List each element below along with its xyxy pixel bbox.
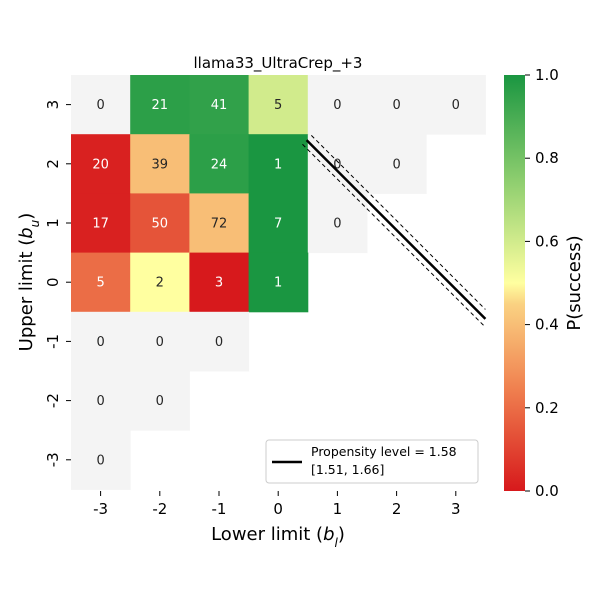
cell-count-label: 0	[392, 98, 400, 113]
colorbar-tick-label: 0.0	[535, 482, 559, 500]
x-axis-ticks: -3 -2 -1 0 1 2 3	[93, 491, 461, 518]
heatmap-cell	[130, 252, 190, 313]
x-tick-label: 0	[273, 500, 283, 518]
cell-count-label: 0	[452, 98, 460, 113]
y-tick-label: 1	[44, 218, 62, 228]
heatmap-cell	[71, 371, 131, 431]
propensity-lines	[302, 135, 487, 328]
propensity-ci-lower-line	[302, 143, 486, 328]
legend: Propensity level = 1.58 [1.51, 1.66]	[265, 439, 479, 484]
colorbar-tick-label: 0.6	[535, 232, 559, 250]
x-tick-label: -2	[152, 500, 167, 518]
cell-count-label: 3	[215, 276, 223, 291]
cell-count-label: 0	[96, 394, 104, 409]
cell-count-label: 50	[152, 217, 169, 232]
heatmap-cell	[71, 430, 131, 490]
heatmap-cell	[130, 193, 190, 254]
y-axis-ticks: 3 2 1 0 -1 -2 -3	[44, 100, 71, 467]
cell-count-label: 5	[274, 98, 282, 113]
heatmap-cell	[71, 75, 131, 135]
heatmap-cell	[307, 134, 368, 194]
heatmap-cells: 0 21 41 5 0 0 020 39 24 1 0 017 50 72 7 05 2 3 10 0 00 00	[71, 75, 486, 490]
heatmap-cell	[130, 134, 190, 194]
y-tick-label: 3	[44, 100, 62, 110]
cell-count-label: 0	[392, 157, 400, 172]
heatmap-cell	[71, 311, 131, 372]
x-tick-label: 2	[392, 500, 402, 518]
y-tick-label: -1	[44, 334, 62, 349]
cell-count-label: 0	[333, 98, 341, 113]
x-axis-label: Lower limit (bl)	[211, 524, 345, 550]
y-tick-label: 0	[44, 277, 62, 287]
cell-count-label: 0	[333, 157, 341, 172]
cell-count-label: 20	[92, 157, 109, 172]
propensity-line	[305, 139, 487, 320]
legend-label: Propensity level = 1.58	[311, 444, 457, 459]
cell-count-label: 39	[152, 157, 169, 172]
heatmap-cell	[367, 134, 427, 194]
heatmap-cell	[248, 134, 309, 194]
heatmap-cell	[130, 75, 190, 135]
colorbar-tick-label: 0.4	[535, 316, 559, 334]
x-tick-label: 3	[451, 500, 461, 518]
heatmap-cell	[307, 75, 368, 135]
cell-count-label: 0	[96, 453, 104, 468]
cell-count-label: 0	[96, 335, 104, 350]
heatmap-cell	[367, 75, 427, 135]
x-tick-label: -3	[93, 500, 108, 518]
cell-count-label: 72	[211, 217, 228, 232]
heatmap-cell	[189, 193, 250, 254]
heatmap-cell	[189, 252, 250, 313]
colorbar-tick-label: 0.8	[535, 149, 559, 167]
heatmap-cell	[71, 252, 131, 313]
heatmap-cell	[71, 134, 131, 194]
cell-count-label: 17	[92, 217, 109, 232]
y-tick-label: 2	[44, 159, 62, 169]
colorbar	[504, 75, 525, 491]
heatmap-cell	[189, 311, 250, 372]
cell-count-label: 0	[156, 335, 164, 350]
legend-ci-label: [1.51, 1.66]	[311, 462, 384, 477]
y-axis-label: Upper limit (bu)	[16, 213, 42, 352]
colorbar-tick-label: 1.0	[535, 66, 559, 84]
cell-count-label: 24	[211, 157, 228, 172]
cell-count-label: 0	[215, 335, 223, 350]
heatmap-cell	[189, 134, 250, 194]
heatmap-cell	[426, 75, 486, 135]
cell-count-label: 5	[96, 276, 104, 291]
cell-count-label: 2	[156, 276, 164, 291]
heatmap-cell	[71, 193, 131, 254]
colorbar-tick-label: 0.2	[535, 399, 559, 417]
cell-count-label: 0	[156, 394, 164, 409]
heatmap-cell	[248, 193, 309, 254]
heatmap-cell	[307, 193, 368, 254]
cell-count-label: 7	[274, 217, 282, 232]
y-tick-label: -3	[44, 452, 62, 467]
propensity-ci-upper-line	[310, 135, 486, 310]
colorbar-label: P(success)	[564, 235, 585, 330]
heatmap-cell	[189, 75, 250, 135]
heatmap-cell	[248, 252, 309, 313]
cell-count-label: 1	[274, 157, 282, 172]
heatmap-cell	[248, 75, 309, 135]
cell-count-label: 0	[96, 98, 104, 113]
chart-title: llama33_UltraCrep_+3	[194, 54, 363, 73]
heatmap-cell	[130, 311, 190, 372]
y-tick-label: -2	[44, 393, 62, 408]
cell-count-label: 21	[152, 98, 169, 113]
legend-box	[265, 439, 479, 484]
colorbar-ticks: 0.0 0.2 0.4 0.6 0.8 1.0	[525, 66, 559, 500]
x-tick-label: 1	[333, 500, 343, 518]
heatmap-cell	[130, 371, 190, 431]
cell-count-label: 41	[211, 98, 228, 113]
x-tick-label: -1	[212, 500, 227, 518]
cell-count-label: 1	[274, 276, 282, 291]
cell-count-label: 0	[333, 217, 341, 232]
